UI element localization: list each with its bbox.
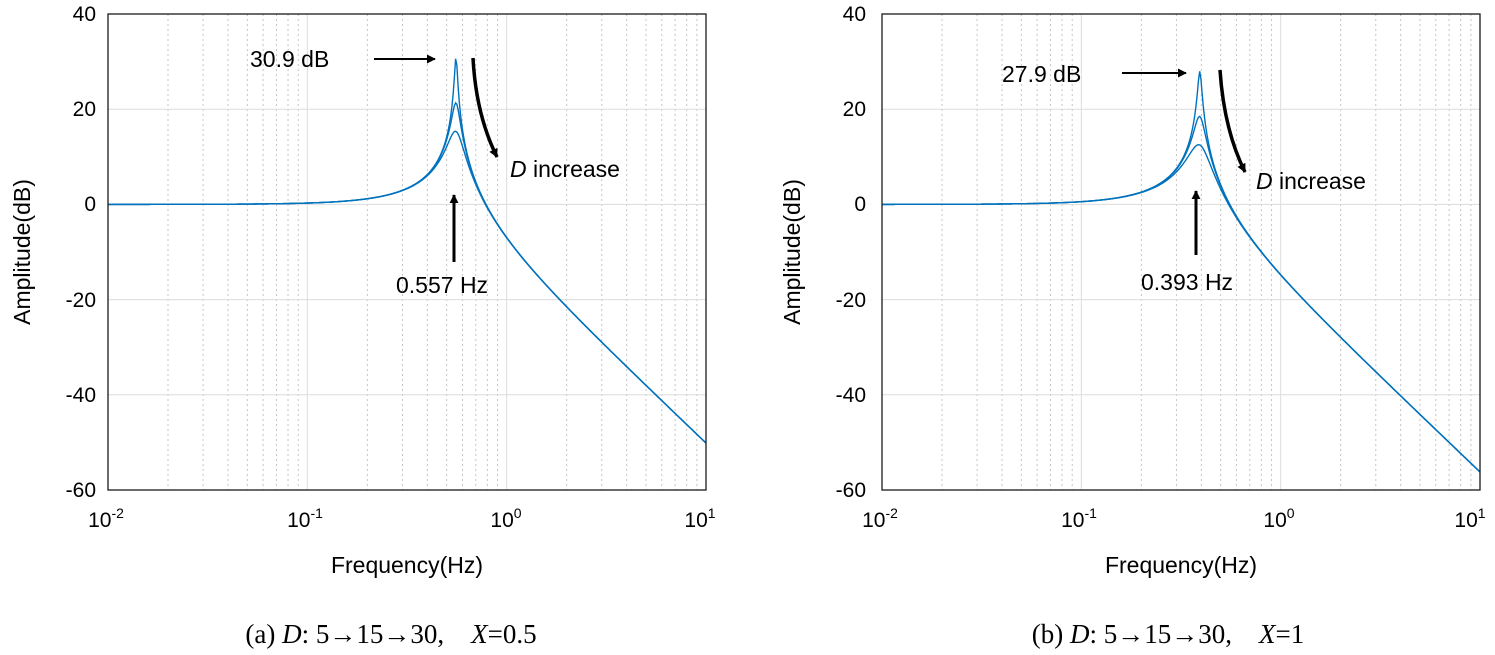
panel-a-grid (108, 14, 706, 490)
panel-a-caption: (a) D: 5→15→30, X=0.5 (245, 619, 536, 649)
panel-b-ytick: 0 (854, 193, 866, 216)
panel-b-plot-frame (881, 13, 1481, 491)
panel-b-trend-label: D increase (1256, 168, 1366, 194)
panel-a-xtick: 10-1 (287, 505, 323, 532)
panel-b-freq-label: 0.393 Hz (1141, 269, 1233, 295)
panel-b-ylabel: Amplitude(dB) (779, 179, 805, 325)
panel-a-ylabel: Amplitude(dB) (9, 179, 35, 325)
panel-b-ytick: -20 (836, 289, 866, 312)
panel-a-ytick: 20 (73, 98, 96, 121)
panel-b-trend-arrow (1218, 69, 1247, 173)
panel-a-ytick: 40 (73, 3, 96, 26)
panel-a-curves (108, 58, 707, 444)
panel-a-peak-label: 30.9 dB (250, 46, 329, 72)
panel-a-trend-arrow (471, 57, 499, 158)
panel-a-plot-frame (107, 13, 707, 491)
panel-a-xtick: 100 (490, 505, 521, 532)
panel-b-caption: (b) D: 5→15→30, X=1 (1032, 619, 1304, 649)
panel-b-ytick: 40 (843, 3, 866, 26)
panel-b-ytick: 20 (843, 98, 866, 121)
series-line-D=30 (882, 144, 1481, 473)
panel-b: 40 20 0 -20 -40 -60 10-2 10-1 100 101 Fr… (779, 3, 1486, 649)
panel-a-ytick: -40 (66, 384, 96, 407)
panel-b-xtick: 10-2 (862, 505, 898, 532)
panel-b-curves (882, 71, 1481, 473)
panel-b-xtick: 101 (1454, 505, 1485, 532)
panel-b-ytick: -40 (836, 384, 866, 407)
panel-a-ytick: -20 (66, 289, 96, 312)
panel-b-ytick: -60 (836, 479, 866, 502)
panel-a-trend-label: D increase (510, 156, 620, 182)
series-line-D=30 (108, 130, 707, 444)
panel-a: 40 20 0 -20 -40 -60 10-2 10-1 100 101 Fr… (9, 3, 716, 649)
panel-a-xlabel: Frequency(Hz) (331, 552, 483, 578)
panel-a-ytick: 0 (84, 193, 96, 216)
panel-b-grid (882, 14, 1480, 490)
panel-a-xtick: 10-2 (88, 505, 124, 532)
series-line-D=5 (108, 58, 707, 444)
panel-a-ytick: -60 (66, 479, 96, 502)
panel-a-freq-label: 0.557 Hz (396, 272, 488, 298)
panel-b-xtick: 10-1 (1061, 505, 1097, 532)
panel-b-peak-label: 27.9 dB (1002, 61, 1081, 87)
panel-b-xlabel: Frequency(Hz) (1105, 552, 1257, 578)
panel-b-xtick: 100 (1263, 505, 1294, 532)
panel-a-xtick: 101 (684, 505, 715, 532)
